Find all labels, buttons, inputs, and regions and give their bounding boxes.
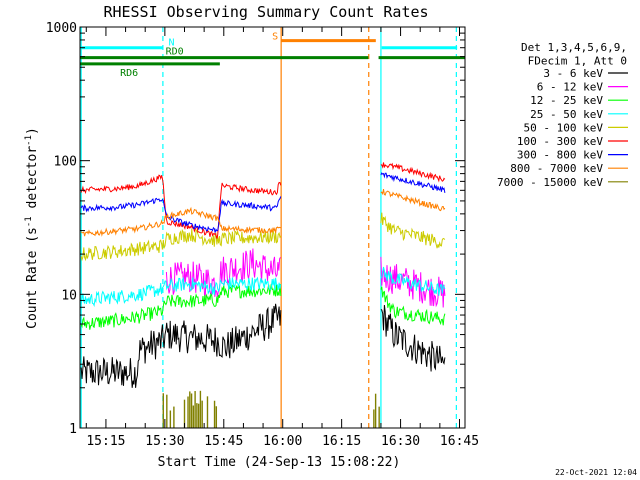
series-line-12-25-kev-1	[380, 286, 446, 326]
legend-label-25-50-kev: 25 - 50 keV	[530, 108, 603, 121]
series-line-3-6-kev-1	[380, 304, 446, 372]
ylabel-end: )	[25, 127, 40, 135]
legend-label-6-12-kev: 6 - 12 keV	[537, 81, 604, 94]
series-25-50-kev	[80, 266, 446, 308]
series-line-6-12-kev-1	[380, 256, 446, 308]
x-tick-label-15-15: 15:15	[86, 434, 125, 449]
series-line-50-100-kev-0	[80, 228, 282, 262]
series-3-6-kev	[80, 303, 446, 388]
y-tick-label-10: 10	[61, 288, 77, 303]
x-tick-label-15-30: 15:30	[145, 434, 184, 449]
series-50-100-kev	[80, 212, 446, 262]
legend: Det 1,3,4,5,6,9,FDecim 1, Att 03 - 6 keV…	[497, 41, 628, 189]
status-flags: N S RD0 RD6	[80, 32, 465, 79]
series-lines	[80, 162, 446, 428]
flag-label-n: N	[169, 38, 175, 49]
series-line-3-6-kev-0	[80, 303, 282, 388]
series-300-800-kev	[80, 172, 446, 233]
legend-label-12-25-kev: 12 - 25 keV	[530, 94, 603, 107]
flag-label-s: S	[272, 32, 278, 43]
x-tick-label-16-30: 16:30	[381, 434, 420, 449]
series-line-25-50-kev-1	[380, 266, 446, 296]
plot-axes: 1 10 100 1000 15:15 15:30 15:45 16:00 16:15 16:30…	[46, 21, 479, 449]
chart-title: RHESSI Observing Summary Count Rates	[103, 3, 428, 21]
series-line-300-800-kev-0	[80, 196, 282, 233]
ylabel-mid: detector	[25, 146, 40, 217]
series-7000-15000-kev	[162, 390, 380, 428]
legend-label-100-300-kev: 100 - 300 keV	[517, 135, 603, 148]
series-line-12-25-kev-0	[80, 283, 282, 330]
ylabel-sup1: -1	[24, 216, 34, 227]
legend-label-50-100-kev: 50 - 100 keV	[524, 121, 604, 134]
x-tick-label-15-45: 15:45	[204, 434, 243, 449]
series-line-800-7000-kev-1	[380, 189, 446, 212]
ylabel-sup2: -1	[24, 135, 34, 146]
x-axis-label: Start Time (24-Sep-13 15:08:22)	[158, 455, 401, 470]
legend-label-3-6-kev: 3 - 6 keV	[543, 67, 603, 80]
series-line-100-300-kev-0	[80, 174, 282, 239]
legend-label-300-800-kev: 300 - 800 keV	[517, 149, 603, 162]
x-tick-label-16-00: 16:00	[263, 434, 302, 449]
legend-label-7000-15000-kev: 7000 - 15000 keV	[497, 176, 603, 189]
y-axis-label: Count Rate (s-1 detector-1)	[24, 127, 40, 329]
plot-frame	[79, 26, 466, 429]
flag-label-rd6: RD6	[120, 68, 138, 79]
series-line-25-50-kev-0	[80, 276, 282, 308]
series-100-300-kev	[80, 162, 446, 239]
series-line-50-100-kev-1	[380, 212, 446, 249]
y-tick-label-100: 100	[54, 155, 77, 170]
x-tick-label-16-45: 16:45	[440, 434, 479, 449]
flag-label-rd0: RD0	[166, 47, 184, 58]
legend-header-0: Det 1,3,4,5,6,9,	[521, 41, 627, 54]
series-800-7000-kev	[80, 189, 446, 237]
series-line-300-800-kev-1	[380, 172, 446, 193]
svg-text:Count Rate (s-1 detector-1): Count Rate (s-1 detector-1)	[24, 127, 40, 329]
y-tick-label-1: 1	[69, 422, 77, 437]
ylabel-main: Count Rate (s	[25, 227, 40, 329]
x-tick-label-16-15: 16:15	[322, 434, 361, 449]
footer-date: 22-Oct-2021 12:04	[555, 468, 637, 477]
vertical-markers	[80, 27, 457, 428]
legend-header-1: FDecim 1, Att 0	[528, 55, 627, 68]
series-line-800-7000-kev-0	[80, 206, 282, 237]
y-tick-label-1000: 1000	[46, 21, 77, 36]
legend-label-800-7000-kev: 800 - 7000 keV	[510, 162, 603, 175]
series-12-25-kev	[80, 283, 446, 330]
series-line-100-300-kev-1	[380, 162, 446, 183]
